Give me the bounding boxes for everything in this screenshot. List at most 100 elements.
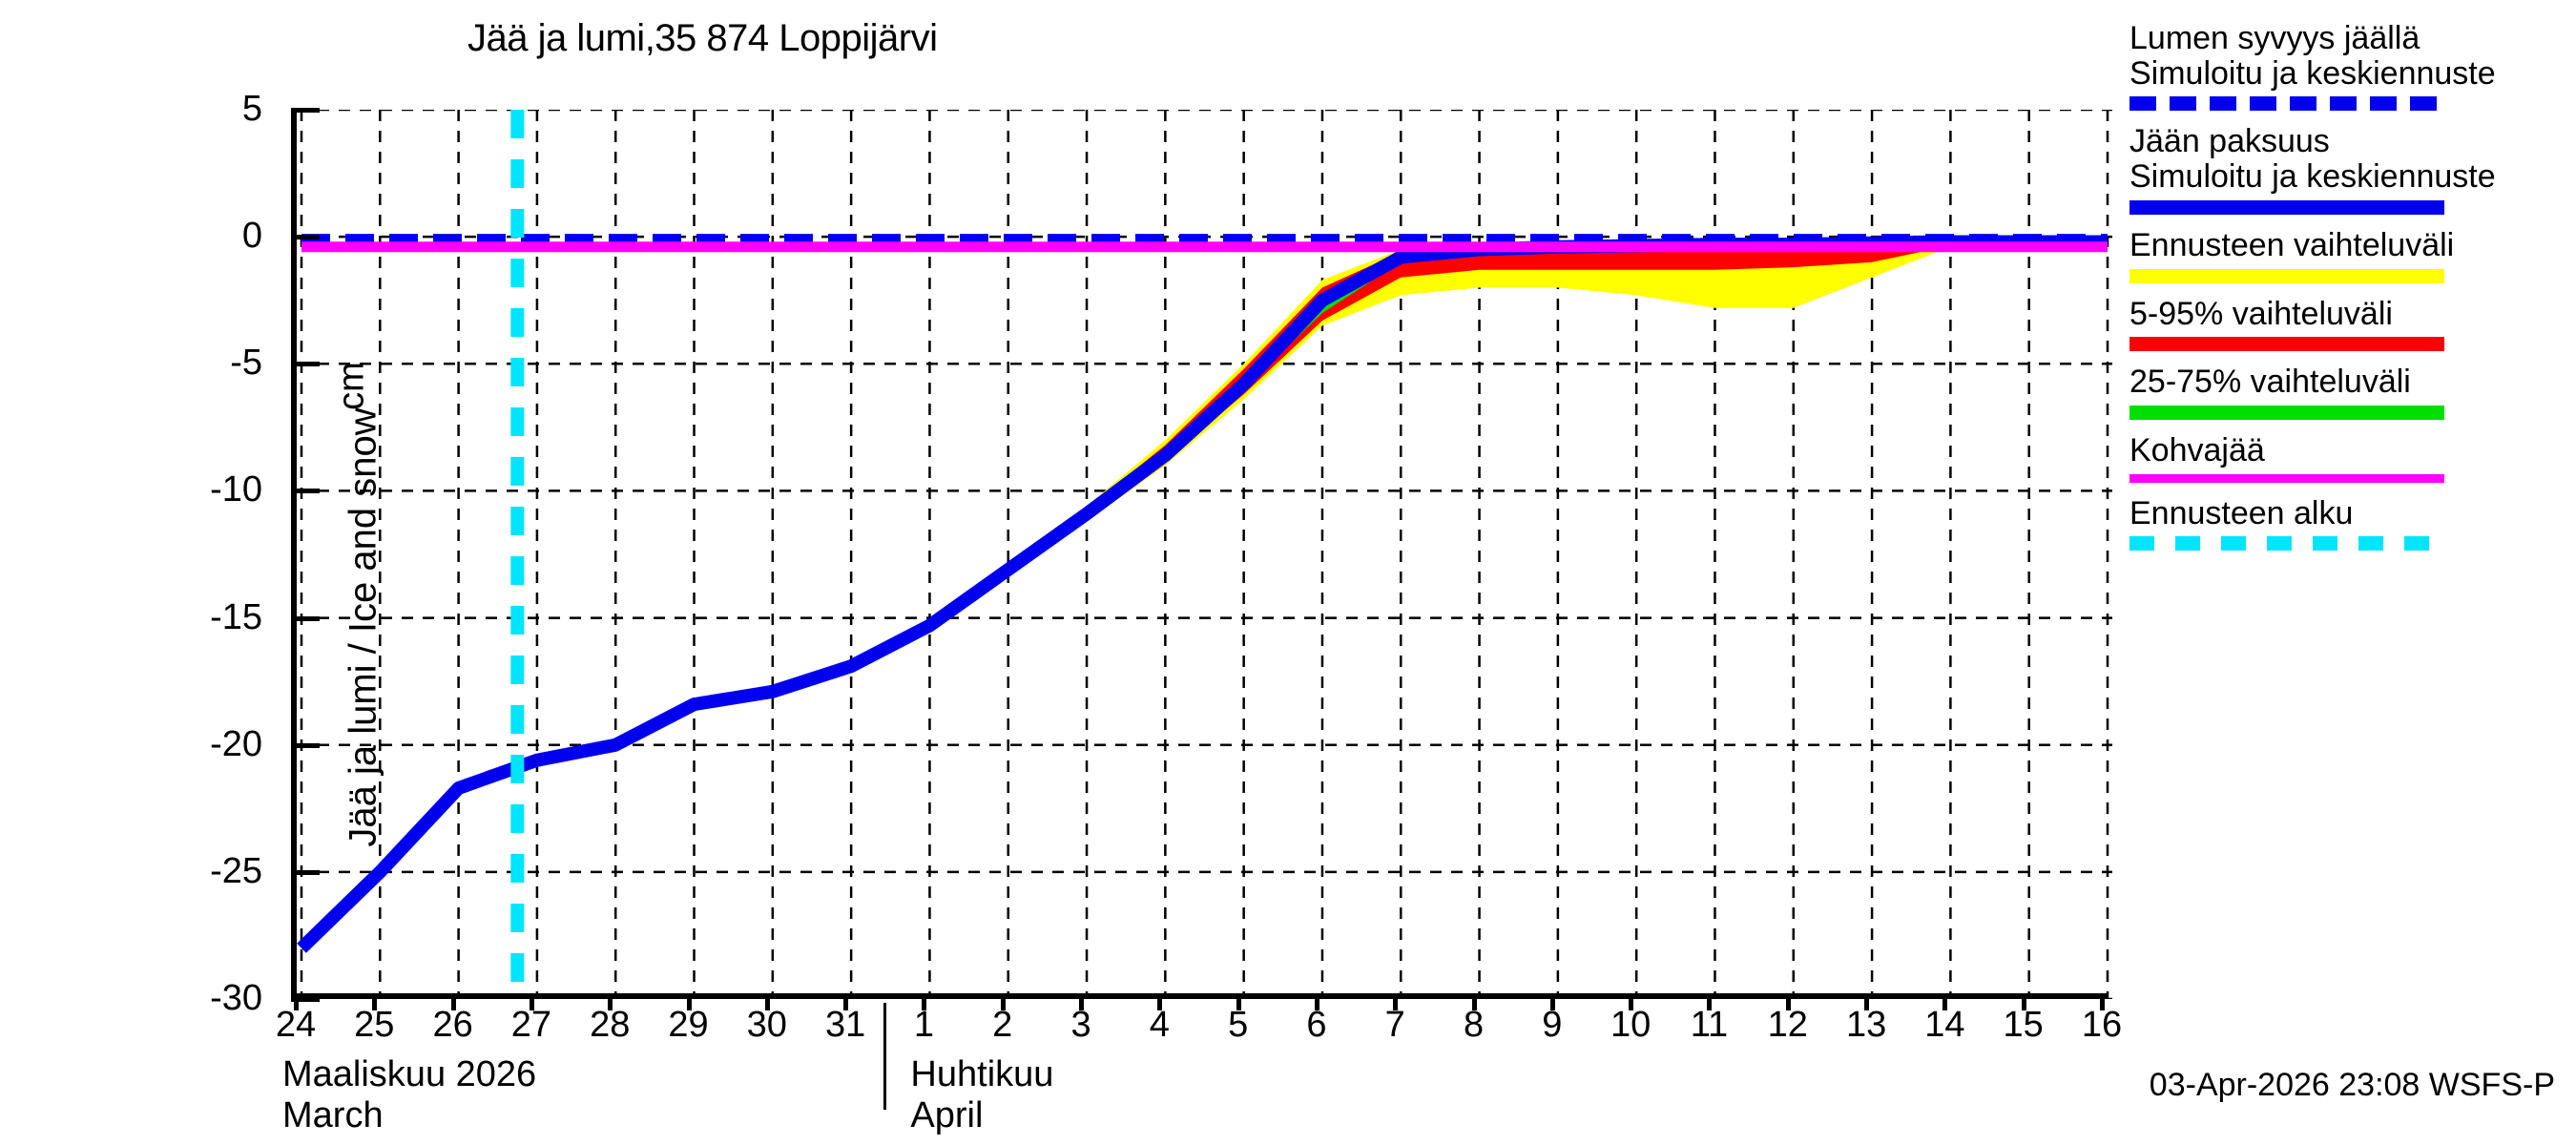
x-tick-mark — [764, 999, 770, 1010]
x-tick-label: 13 — [1845, 1005, 1887, 1045]
legend-item[interactable]: 25-75% vaihteluväli — [2129, 364, 2568, 421]
y-tick-mark — [291, 615, 320, 621]
legend-item-title: Kohvajää — [2129, 432, 2265, 469]
x-tick-label: 5 — [1228, 1005, 1249, 1045]
y-axis-unit: cm — [331, 362, 372, 410]
x-tick-label: 7 — [1384, 1005, 1405, 1045]
y-tick-label: -5 — [230, 343, 262, 384]
y-tick-mark — [291, 742, 320, 748]
x-tick-label: 30 — [746, 1005, 787, 1045]
legend: Lumen syvyys jäällä Simuloitu ja keskienn… — [2129, 21, 2568, 564]
x-tick-mark — [1079, 999, 1085, 1010]
x-tick-mark — [1000, 999, 1006, 1010]
x-tick-mark — [1471, 999, 1477, 1010]
x-tick-mark — [1864, 999, 1870, 1010]
legend-item[interactable]: Ennusteen vaihteluväli — [2129, 228, 2568, 283]
y-tick-mark — [291, 235, 320, 240]
month-separator — [883, 1003, 887, 1110]
x-tick-label: 24 — [275, 1005, 317, 1045]
legend-swatch — [2129, 268, 2444, 283]
legend-item-subtitle: Simuloitu ja keskiennuste — [2129, 158, 2496, 196]
legend-item-subtitle: Simuloitu ja keskiennuste — [2129, 54, 2496, 92]
y-tick-mark — [291, 869, 320, 875]
legend-item[interactable]: Ennusteen alku — [2129, 496, 2568, 552]
y-tick-label: -25 — [210, 850, 262, 891]
plot-area: Jää ja lumi / Ice and snow cm — [291, 110, 2112, 999]
legend-item-title: 25-75% vaihteluväli — [2129, 364, 2411, 401]
x-tick-mark — [2100, 999, 2105, 1010]
x-tick-mark — [1707, 999, 1713, 1010]
x-axis-month-april: Huhtikuu April — [910, 1054, 1053, 1136]
y-tick-mark — [291, 997, 320, 1002]
x-tick-label: 2 — [992, 1005, 1013, 1045]
legend-item-title: Ennusteen vaihteluväli — [2129, 226, 2455, 263]
x-tick-label: 9 — [1542, 1005, 1563, 1045]
y-tick-label: -20 — [210, 723, 262, 764]
x-tick-label: 3 — [1070, 1005, 1091, 1045]
legend-swatch — [2129, 199, 2444, 215]
x-tick-mark — [1236, 999, 1241, 1010]
y-tick-label: 5 — [241, 89, 262, 129]
x-tick-label: 11 — [1690, 1005, 1729, 1045]
x-tick-mark — [450, 999, 456, 1010]
x-tick-label: 16 — [2081, 1005, 2123, 1045]
legend-swatch — [2129, 337, 2444, 352]
plot-inner — [297, 110, 2112, 999]
month-april-en: April — [910, 1095, 984, 1135]
x-axis-month-march: Maaliskuu 2026 March — [282, 1054, 536, 1136]
legend-item[interactable]: Kohvajää — [2129, 433, 2568, 483]
y-tick-label: -10 — [210, 469, 262, 510]
x-tick-label: 8 — [1463, 1005, 1485, 1045]
timestamp: 03-Apr-2026 23:08 WSFS-P — [2149, 1067, 2555, 1103]
x-tick-mark — [1314, 999, 1319, 1010]
month-april-fi: Huhtikuu — [910, 1054, 1054, 1094]
x-tick-mark — [529, 999, 534, 1010]
legend-item-title: Ennusteen alku — [2129, 494, 2354, 531]
uncertainty-bands-layer — [1087, 241, 2108, 522]
x-tick-mark — [372, 999, 378, 1010]
x-tick-mark — [1942, 999, 1948, 1010]
legend-item-title: Jään paksuus — [2129, 123, 2330, 160]
x-tick-mark — [1785, 999, 1791, 1010]
x-tick-mark — [1549, 999, 1555, 1010]
y-tick-label: 0 — [241, 216, 262, 257]
month-march-fi: Maaliskuu 2026 — [282, 1054, 537, 1094]
x-tick-label: 14 — [1924, 1005, 1965, 1045]
y-tick-label: -30 — [210, 978, 262, 1018]
x-tick-label: 29 — [668, 1005, 709, 1045]
x-tick-label: 6 — [1306, 1005, 1327, 1045]
y-tick-mark — [291, 108, 320, 113]
x-tick-label: 15 — [2003, 1005, 2044, 1045]
x-tick-mark — [1157, 999, 1163, 1010]
x-tick-label: 25 — [354, 1005, 395, 1045]
x-tick-mark — [686, 999, 692, 1010]
x-tick-mark — [1393, 999, 1399, 1010]
forecast-start-layer — [510, 110, 525, 999]
legend-swatch — [2129, 96, 2444, 112]
x-tick-label: 12 — [1767, 1005, 1808, 1045]
x-tick-mark — [1629, 999, 1634, 1010]
x-tick-mark — [2021, 999, 2026, 1010]
x-tick-label: 1 — [913, 1005, 934, 1045]
legend-item-title: Lumen syvyys jäällä — [2129, 20, 2420, 56]
legend-swatch — [2129, 473, 2444, 483]
x-tick-label: 26 — [432, 1005, 473, 1045]
x-tick-label: 27 — [510, 1005, 552, 1045]
grid-layer — [297, 110, 2112, 999]
page-title: Jää ja lumi,35 874 Loppijärvi — [467, 17, 938, 59]
x-tick-mark — [608, 999, 613, 1010]
x-tick-label: 28 — [590, 1005, 631, 1045]
series-layer — [297, 234, 2108, 953]
x-tick-label: 10 — [1610, 1005, 1652, 1045]
y-tick-mark — [291, 489, 320, 494]
legend-item-title: 5-95% vaihteluväli — [2129, 295, 2393, 332]
legend-swatch — [2129, 536, 2444, 552]
month-march-en: March — [282, 1095, 384, 1135]
x-tick-label: 31 — [824, 1005, 866, 1045]
legend-item[interactable]: Lumen syvyys jäällä Simuloitu ja keskienn… — [2129, 20, 2568, 112]
y-tick-mark — [291, 362, 320, 367]
legend-swatch — [2129, 406, 2444, 421]
legend-item[interactable]: 5-95% vaihteluväli — [2129, 295, 2568, 352]
legend-item[interactable]: Jään paksuus Simuloitu ja keskiennuste — [2129, 123, 2568, 215]
x-tick-mark — [922, 999, 927, 1010]
